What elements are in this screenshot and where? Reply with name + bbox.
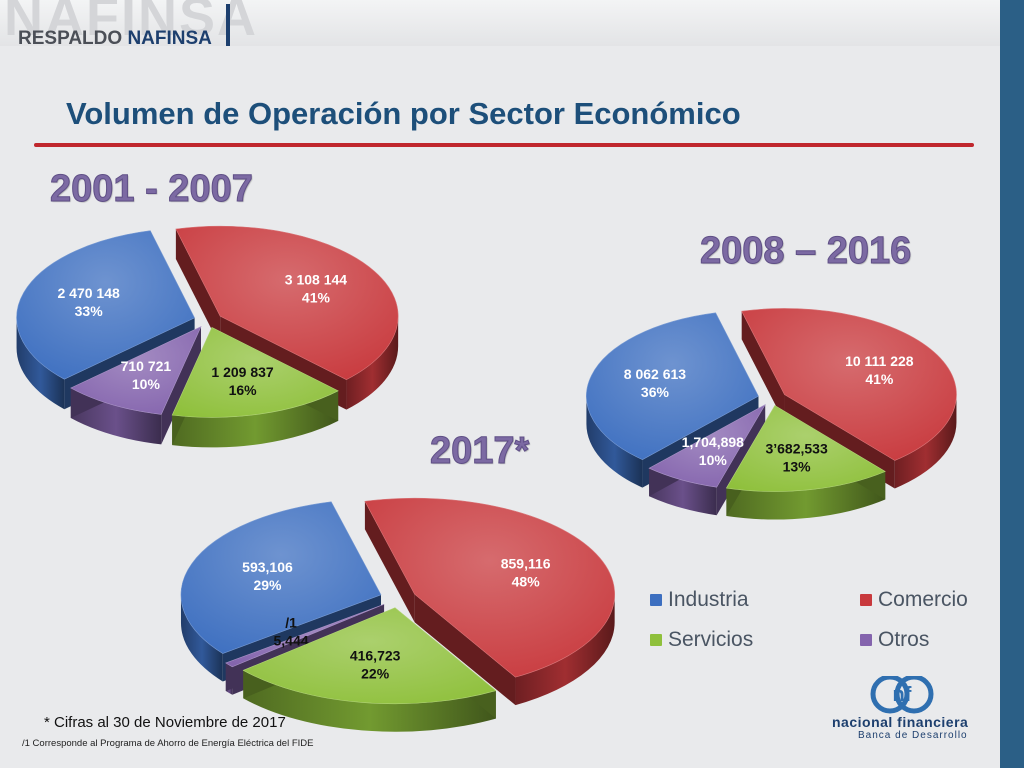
pie-percent-label: 48% <box>512 573 541 589</box>
pie-slice-otros <box>225 603 385 668</box>
pie-slice-industria <box>586 312 759 460</box>
pie-percent-label: 41% <box>302 289 331 305</box>
pie-slice-comercio <box>741 308 957 461</box>
pie-percent-label: 22% <box>361 666 390 682</box>
pie-cut-face <box>364 501 415 623</box>
pie-wall-industria <box>16 317 65 410</box>
nafin-logo-icon: nf <box>870 676 934 714</box>
pie-percent-label: 29% <box>253 577 282 593</box>
chart-title-2001-2007: 2001 - 2007 <box>50 168 254 211</box>
pie-wall-servicios <box>172 390 339 448</box>
pie-slice-servicios <box>725 405 886 492</box>
brand-logo: RESPALDO NAFINSA <box>18 28 212 49</box>
pie-wall-industria <box>586 396 643 488</box>
legend-item-industria: Industria <box>650 588 749 612</box>
pie-value-label: 1,704,898 <box>682 434 744 450</box>
pie-slice-servicios <box>171 326 339 418</box>
pie-slice-industria <box>180 501 382 654</box>
pie-value-label: 1 209 837 <box>211 364 273 380</box>
pie-slice-servicios <box>242 607 497 705</box>
pie-value-label: 3 108 144 <box>285 271 347 287</box>
pie-slice-industria <box>16 230 195 380</box>
pie-wall-comercio <box>346 316 399 410</box>
pie-cut-face <box>414 594 516 706</box>
title-underline <box>34 143 974 147</box>
legend-item-comercio: Comercio <box>860 588 968 612</box>
pie-value-label: 10 111 228 <box>845 353 914 369</box>
pie-value-label: 3’682,533 <box>765 441 827 457</box>
pie-value-label: 416,723 <box>350 648 401 664</box>
pie-value-label: 859,116 <box>501 555 551 571</box>
pie-slice-otros <box>648 403 766 488</box>
pie-wall-industria <box>180 594 223 682</box>
pie-slice-otros <box>70 326 202 415</box>
pie-percent-label: 16% <box>229 382 258 398</box>
chart-title-2008-2016: 2008 – 2016 <box>699 230 912 273</box>
legend-item-otros: Otros <box>860 628 929 652</box>
footnote-fide: /1 Corresponde al Programa de Ahorro de … <box>22 738 314 749</box>
pie-percent-label: 13% <box>783 459 812 475</box>
page-title: Volumen de Operación por Sector Económic… <box>66 96 741 131</box>
brand-watermark: NAFINSA <box>4 0 258 47</box>
legend-swatch <box>860 634 872 646</box>
brand-divider <box>226 4 230 46</box>
pie-wall-comercio <box>894 394 957 489</box>
pie-value-label: 2 470 148 <box>57 285 119 301</box>
pie-value-label: /1 <box>285 615 297 631</box>
pie-cut-face <box>175 229 221 347</box>
legend-swatch <box>860 594 872 606</box>
pie-value-label: 5,444 <box>274 633 309 649</box>
legend-swatch <box>650 634 662 646</box>
pie-chart-0: 3 108 144 41% 2 470 148 33% 710 721 10% 1 209 … <box>16 225 399 448</box>
pie-value-label: 8 062 613 <box>624 366 686 382</box>
pie-percent-label: 41% <box>865 371 894 387</box>
pie-value-label: 710 721 <box>121 358 172 374</box>
right-accent-bar <box>1000 0 1024 768</box>
pie-slice-comercio <box>175 225 399 380</box>
chart-title-2017: 2017* <box>429 430 530 473</box>
legend-item-servicios: Servicios <box>650 628 753 652</box>
pie-wall-servicios <box>243 670 496 732</box>
pie-percent-label: 10% <box>132 376 161 392</box>
logo-name: nacional financiera <box>832 714 969 730</box>
pie-wall-comercio <box>515 594 615 706</box>
pie-percent-label: 10% <box>699 452 728 468</box>
svg-text:nf: nf <box>893 684 912 706</box>
legend-swatch <box>650 594 662 606</box>
pie-wall-servicios <box>726 471 886 520</box>
header-bar: NAFINSA RESPALDO NAFINSA <box>0 0 1000 49</box>
logo-subtitle: Banca de Desarrollo <box>858 730 968 741</box>
pie-chart-1: 10 111 228 41% 8 062 613 36% 1,704,898 10% 3’6… <box>586 308 957 520</box>
pie-value-label: 593,106 <box>242 559 293 575</box>
footnote-date: * Cifras al 30 de Noviembre de 2017 <box>44 714 286 731</box>
pie-slice-comercio <box>364 497 615 678</box>
pie-cut-face <box>741 311 785 423</box>
pie-percent-label: 33% <box>75 303 104 319</box>
pie-percent-label: 36% <box>641 384 670 400</box>
